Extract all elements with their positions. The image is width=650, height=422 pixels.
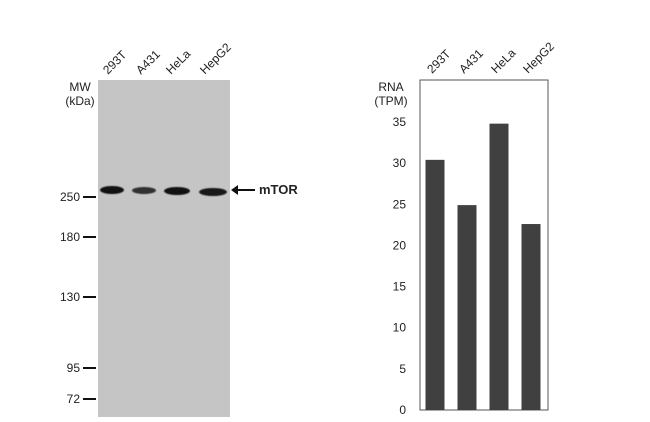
y-tick-label: 25 xyxy=(393,197,407,211)
blot-band xyxy=(100,186,124,194)
mw-title-text: MW (kDa) xyxy=(65,80,95,108)
y-tick-label: 20 xyxy=(393,238,407,252)
y-tick-label: 10 xyxy=(393,321,407,335)
mw-marker: 95 xyxy=(50,361,96,375)
mw-marker: 72 xyxy=(50,392,96,406)
left-arrow-icon xyxy=(231,184,255,195)
x-tick-label: A431 xyxy=(456,46,486,76)
x-tick-label: 293T xyxy=(424,46,454,76)
mw-marker-label: 250 xyxy=(59,190,80,204)
y-tick-label: 5 xyxy=(399,362,406,376)
mw-marker: 250 xyxy=(50,190,96,204)
mw-axis-title: MW (kDa) xyxy=(62,80,98,108)
mw-marker-label: 72 xyxy=(66,392,80,406)
protein-annotation: mTOR xyxy=(231,182,298,197)
blot-band xyxy=(164,187,190,195)
protein-label: mTOR xyxy=(259,182,298,197)
mw-tick xyxy=(83,367,96,369)
mw-tick xyxy=(83,196,96,198)
mw-marker-label: 130 xyxy=(59,290,80,304)
mw-marker-label: 180 xyxy=(59,230,80,244)
y-tick-label: 30 xyxy=(393,156,407,170)
y-tick-label: 0 xyxy=(399,403,406,417)
mw-marker-label: 95 xyxy=(66,361,80,375)
blot-membrane xyxy=(98,80,230,417)
y-tick-label: 15 xyxy=(393,280,407,294)
y-tick-label: 35 xyxy=(393,115,407,129)
mw-tick xyxy=(83,398,96,400)
x-tick-label: HepG2 xyxy=(520,39,557,76)
blot-band xyxy=(132,187,156,194)
mw-tick xyxy=(83,296,96,298)
bar xyxy=(457,205,477,410)
plot-frame xyxy=(419,79,549,411)
bar xyxy=(489,123,509,410)
rna-axis-title: RNA (TPM) xyxy=(374,80,408,108)
rna-ylabel: RNA (TPM) xyxy=(374,80,408,108)
bar xyxy=(425,159,445,410)
bar xyxy=(521,224,541,410)
mw-tick xyxy=(83,236,96,238)
mw-marker: 130 xyxy=(50,290,96,304)
mw-marker: 180 xyxy=(50,230,96,244)
blot-band xyxy=(199,188,227,196)
x-tick-label: HeLa xyxy=(488,46,518,76)
